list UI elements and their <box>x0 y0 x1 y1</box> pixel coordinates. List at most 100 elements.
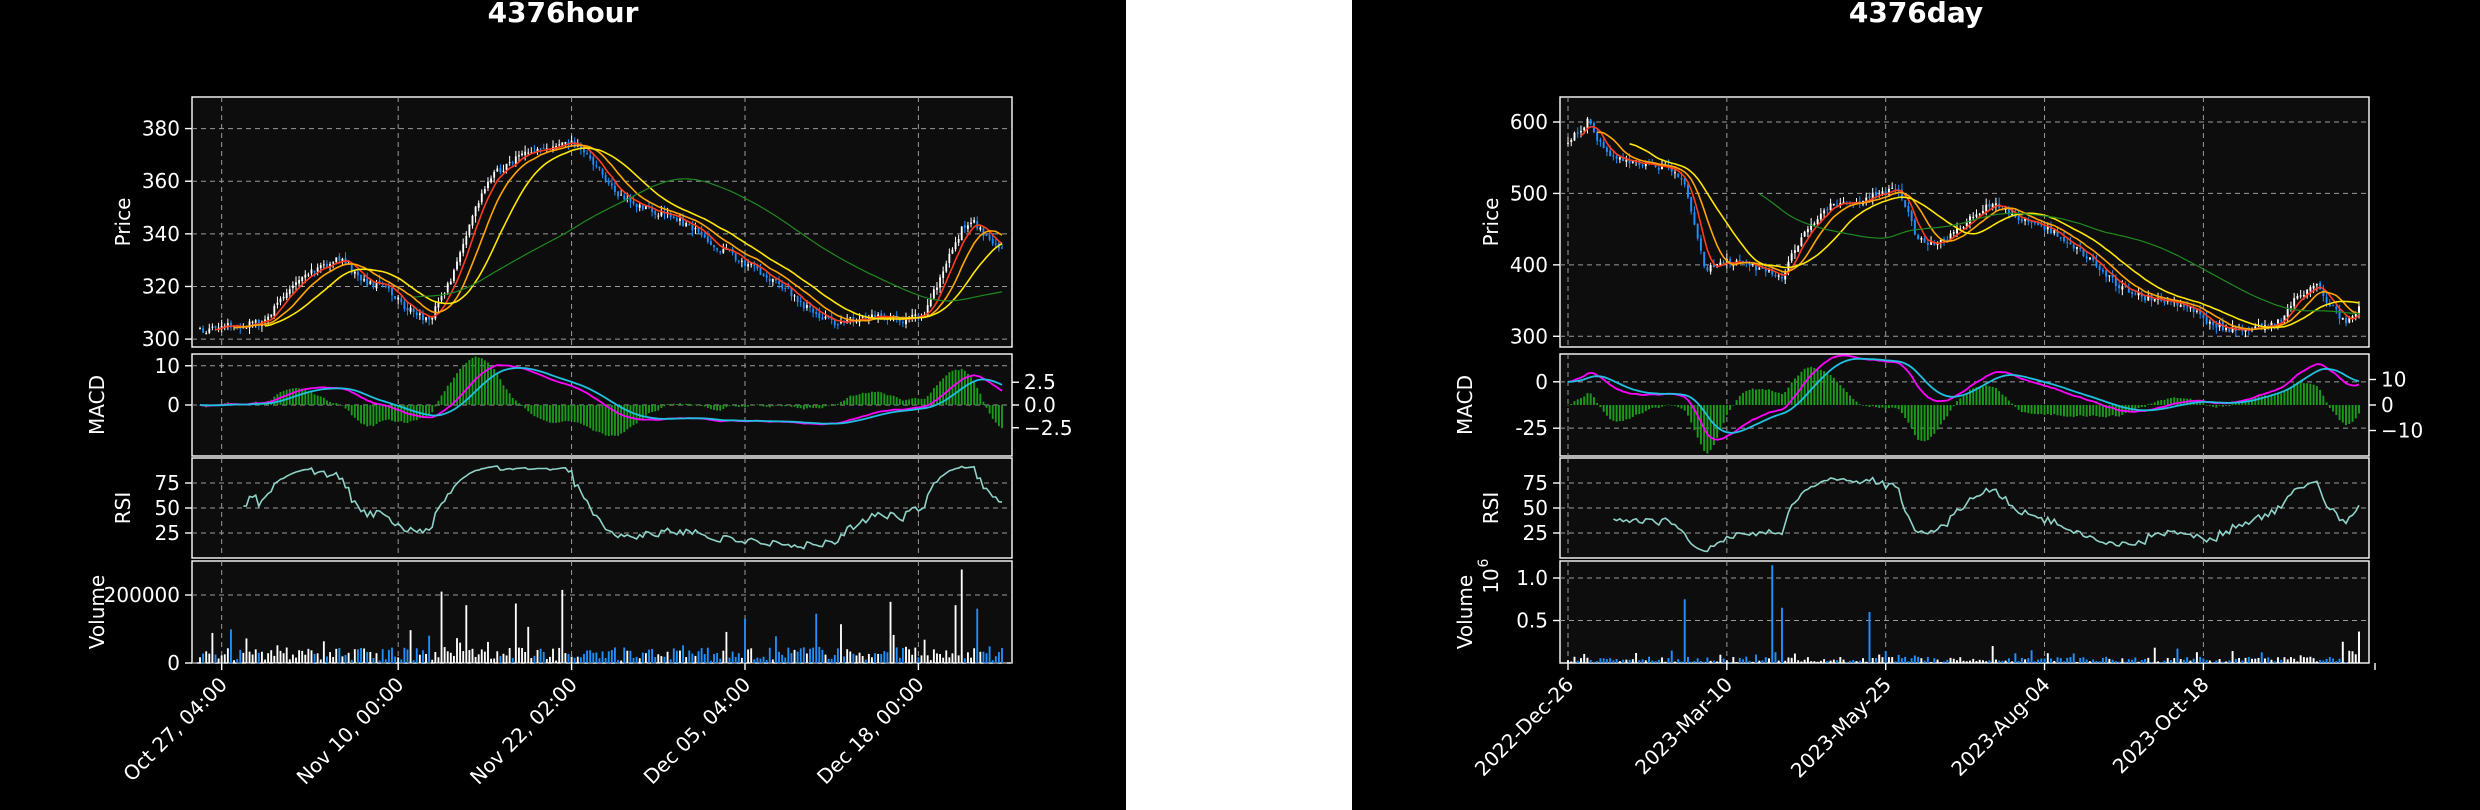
candle-body <box>2338 309 2341 319</box>
candle <box>706 230 709 244</box>
macd-histogram-bar <box>852 395 855 405</box>
volume-bar <box>1751 661 1754 663</box>
candle <box>914 309 917 322</box>
volume-bar <box>1609 658 1612 663</box>
macd-histogram-bar <box>2228 405 2231 407</box>
candle-body <box>446 283 449 293</box>
candle-body <box>514 156 517 164</box>
volume-bar <box>270 650 273 663</box>
volume-bar <box>666 651 669 663</box>
macd-histogram-bar <box>499 379 502 405</box>
macd-histogram-bar <box>431 405 434 413</box>
volume-bar <box>638 658 641 663</box>
macd-histogram-bar <box>2289 386 2292 405</box>
candle-body <box>2322 290 2325 297</box>
macd-histogram-bar <box>533 405 536 417</box>
candle <box>2289 301 2292 312</box>
macd-histogram-bar <box>1803 368 1806 405</box>
volume-bar <box>1631 659 1634 663</box>
volume-bar <box>208 653 211 663</box>
candle-body <box>214 325 217 328</box>
candle <box>2225 324 2228 333</box>
candle <box>1576 127 1579 138</box>
volume-bar <box>437 657 440 663</box>
macd-histogram-bar <box>867 392 870 405</box>
candle <box>960 226 963 241</box>
volume-bar <box>889 601 892 663</box>
candle-body <box>412 308 415 313</box>
candle <box>722 243 725 254</box>
macd-histogram-bar <box>1926 405 1929 441</box>
volume-bar <box>1784 660 1787 663</box>
candle-body <box>384 286 387 288</box>
macd-histogram-bar <box>960 368 963 405</box>
candle-body <box>641 205 644 210</box>
candle-body <box>1981 211 1984 214</box>
volume-bar <box>963 658 966 663</box>
candle-body <box>2202 314 2205 318</box>
candle-body <box>341 258 344 262</box>
macd-histogram-bar <box>2296 382 2299 405</box>
volume-bar <box>731 651 734 663</box>
candle <box>2208 319 2211 330</box>
volume-bar <box>409 630 412 663</box>
candle-body <box>555 145 558 148</box>
candle-body <box>818 312 821 318</box>
macd-right-tick-label: 0 <box>2381 393 2394 417</box>
volume-bar <box>2118 661 2121 663</box>
volume-bar <box>366 651 369 663</box>
candle-body <box>833 319 836 326</box>
macd-histogram-bar <box>765 405 768 407</box>
macd-histogram-bar <box>700 405 703 406</box>
macd-histogram-bar <box>1729 405 1732 411</box>
volume-bar <box>326 656 328 663</box>
volume-bar <box>1755 654 1757 663</box>
macd-histogram-bar <box>298 388 301 405</box>
macd-histogram-bar <box>1897 405 1900 410</box>
volume-bar <box>394 656 397 663</box>
candle <box>1657 165 1660 174</box>
volume-bar <box>2345 662 2348 663</box>
volume-bar <box>2351 651 2354 663</box>
macd-histogram-bar <box>2280 393 2283 405</box>
candle-body <box>579 145 582 149</box>
volume-bar <box>737 653 740 663</box>
candle-body <box>2098 266 2101 271</box>
volume-bar <box>2176 648 2179 663</box>
candle-body <box>988 235 991 240</box>
volume-bar <box>1959 657 1962 663</box>
macd-histogram-bar <box>1910 405 1913 429</box>
macd-histogram-bar <box>936 385 938 405</box>
candle <box>437 297 440 312</box>
candle <box>2341 317 2344 320</box>
macd-histogram-bar <box>601 405 604 434</box>
candle <box>595 160 598 169</box>
volume-bar <box>836 648 839 663</box>
macd-histogram-bar <box>821 405 824 409</box>
candle <box>2066 238 2069 249</box>
candle <box>954 236 957 252</box>
rsi-axis-label: RSI <box>1479 492 1503 525</box>
volume-axis-label: Volume <box>1453 575 1477 649</box>
macd-histogram-bar <box>1894 405 1897 409</box>
volume-bar <box>468 650 471 663</box>
macd-histogram-bar <box>353 405 356 418</box>
volume-bar <box>1001 648 1003 663</box>
volume-bar <box>381 649 384 663</box>
candle <box>310 263 313 277</box>
candle-body <box>2095 260 2098 267</box>
candle-body <box>1813 223 1816 226</box>
macd-histogram-bar <box>2046 405 2049 414</box>
volume-bar <box>1991 646 1994 663</box>
x-tick-label: Nov 10, 00:00 <box>292 672 409 789</box>
volume-bar <box>1674 661 1676 663</box>
macd-right-tick-label: −2.5 <box>1024 416 1073 440</box>
candle-body <box>360 274 362 281</box>
volume-bar <box>843 656 846 663</box>
candle-body <box>1696 223 1699 239</box>
macd-histogram-bar <box>381 405 384 421</box>
macd-histogram-bar <box>2095 405 2098 417</box>
candle-body <box>617 191 619 197</box>
volume-bar <box>1913 655 1916 663</box>
volume-bar <box>1654 661 1657 663</box>
